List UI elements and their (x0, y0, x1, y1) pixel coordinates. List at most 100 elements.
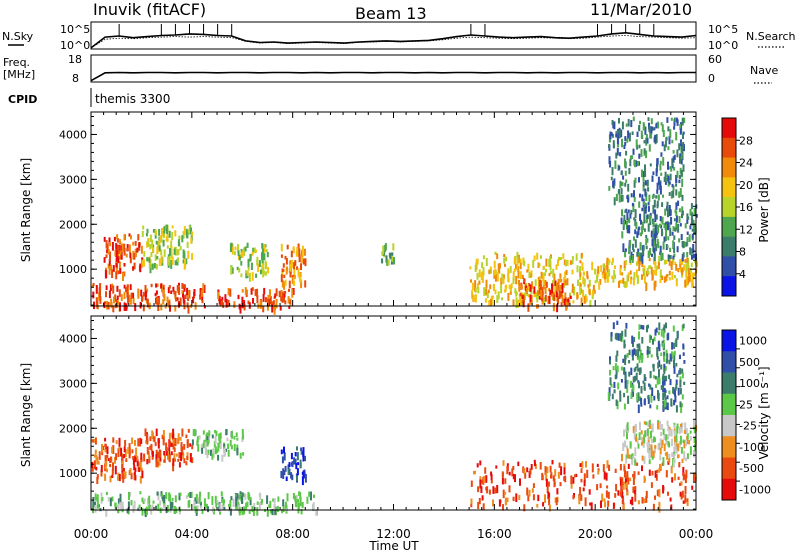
data-cell (545, 478, 548, 487)
data-cell (170, 451, 173, 456)
data-cell (504, 499, 507, 506)
data-cell (185, 434, 188, 439)
data-cell (524, 472, 527, 479)
data-cell (664, 140, 667, 148)
data-cell (281, 268, 284, 273)
data-cell (139, 461, 142, 467)
data-cell (275, 299, 278, 309)
data-cell (588, 289, 591, 296)
data-cell (199, 491, 202, 497)
data-cell (648, 194, 651, 202)
data-cell (678, 191, 681, 198)
data-cell (288, 280, 291, 289)
data-cell (659, 223, 662, 228)
data-cell (264, 260, 267, 270)
data-cell (156, 247, 159, 254)
data-cell (300, 256, 303, 264)
data-cell (650, 230, 653, 238)
data-cell (675, 383, 678, 389)
data-cell (517, 461, 520, 467)
data-cell (191, 439, 194, 446)
data-cell (282, 505, 285, 512)
data-cell (675, 280, 678, 287)
data-cell (666, 117, 669, 123)
data-cell (158, 258, 161, 267)
data-cell (624, 251, 627, 258)
data-cell (639, 120, 641, 125)
data-cell (676, 149, 679, 158)
data-cell (538, 287, 541, 295)
data-cell (120, 294, 123, 302)
data-cell (673, 342, 676, 349)
data-cell (664, 365, 667, 371)
data-cell (546, 485, 549, 494)
data-cell (637, 258, 640, 263)
data-cell (201, 509, 204, 514)
data-cell (675, 202, 678, 210)
data-cell (542, 502, 545, 507)
data-cell (182, 452, 185, 460)
data-cell (284, 465, 287, 472)
data-cell (630, 392, 633, 399)
data-cell (117, 245, 120, 254)
data-cell (137, 289, 140, 299)
data-cell (586, 271, 589, 278)
data-cell (141, 497, 144, 503)
data-cell (116, 238, 119, 243)
data-cell (638, 331, 640, 340)
data-cell (518, 284, 521, 292)
data-cell (680, 481, 683, 486)
data-cell (258, 502, 261, 510)
data-cell (668, 259, 671, 266)
velocity-colorbar-label: -25 (739, 420, 757, 433)
data-cell (662, 157, 665, 166)
data-cell (687, 260, 690, 269)
data-cell (686, 257, 689, 263)
data-cell (632, 249, 635, 253)
data-cell (542, 272, 545, 282)
data-cell (114, 294, 117, 299)
data-cell (659, 269, 662, 279)
data-cell (229, 288, 232, 297)
data-cell (626, 353, 629, 358)
data-cell (579, 287, 582, 295)
data-cell (651, 195, 654, 199)
data-cell (300, 263, 302, 270)
data-cell (629, 279, 632, 285)
data-cell (638, 144, 641, 149)
data-cell (680, 403, 683, 408)
data-cell (676, 443, 679, 451)
data-cell (549, 265, 552, 271)
data-cell (567, 298, 570, 303)
data-cell (534, 462, 536, 467)
data-cell (290, 462, 293, 467)
data-cell (214, 429, 217, 434)
data-cell (675, 210, 678, 217)
data-cell (625, 281, 628, 288)
data-cell (140, 245, 143, 254)
data-cell (624, 209, 627, 214)
data-cell (120, 502, 123, 512)
data-cell (470, 498, 473, 505)
data-cell (239, 509, 242, 514)
data-cell (638, 355, 641, 364)
data-cell (180, 441, 183, 451)
data-cell (610, 176, 613, 181)
data-cell (174, 495, 177, 503)
data-cell (244, 493, 247, 500)
data-cell (143, 498, 146, 502)
data-cell (598, 281, 601, 290)
data-cell (548, 498, 551, 506)
data-cell (625, 454, 628, 464)
data-cell (494, 289, 497, 295)
data-cell (681, 268, 684, 275)
data-cell (578, 495, 581, 505)
data-cell (608, 269, 611, 277)
data-cell (646, 179, 649, 187)
data-cell (274, 293, 277, 298)
data-cell (496, 272, 499, 281)
data-cell (241, 296, 244, 304)
data-cell (169, 305, 171, 312)
data-cell (692, 473, 695, 482)
data-cell (106, 243, 109, 251)
